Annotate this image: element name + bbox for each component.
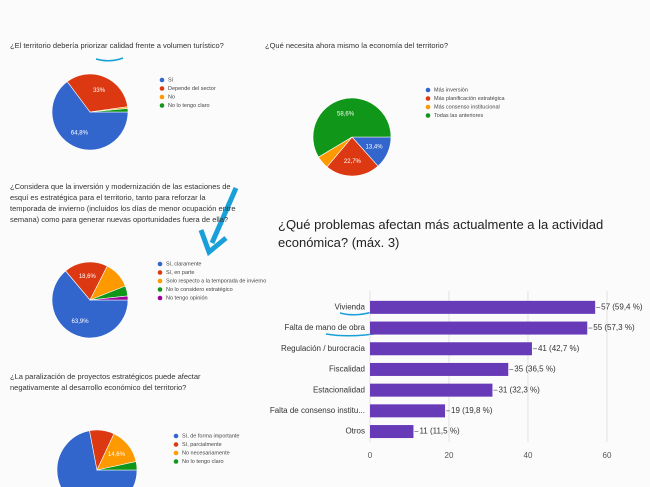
slice-label: 14,6% bbox=[108, 452, 126, 458]
pie-slice bbox=[66, 73, 128, 113]
arrow bbox=[209, 187, 239, 244]
legend-swatch bbox=[157, 261, 163, 267]
legend-label: Sí bbox=[168, 77, 174, 83]
bar bbox=[370, 425, 414, 439]
legend-label: No lo tengo claro bbox=[168, 103, 210, 109]
bar bbox=[370, 404, 446, 418]
legend-swatch bbox=[157, 278, 163, 284]
y-tick-label: Vivienda bbox=[334, 302, 365, 311]
legend-label: Solo respecto a la temporada de invierno bbox=[166, 278, 266, 284]
legend-label: Todas las anteriores bbox=[434, 113, 483, 119]
bar bbox=[370, 362, 509, 376]
legend-label: Más consenso institucional bbox=[434, 104, 500, 110]
chart-title: ¿Qué necesita ahora mismo la economía de… bbox=[265, 41, 449, 50]
legend-label: Más inversión bbox=[434, 87, 468, 93]
y-tick-label: Regulación / burocracia bbox=[281, 344, 366, 353]
legend-label: Sí, de forma importante bbox=[182, 433, 239, 439]
underline bbox=[95, 57, 124, 62]
slice-label: 64,8% bbox=[71, 131, 89, 137]
legend-swatch bbox=[157, 287, 163, 292]
legend-swatch bbox=[159, 77, 165, 83]
legend-label: No bbox=[168, 94, 175, 100]
legend-label: No lo tengo claro bbox=[182, 459, 224, 465]
value-label: 11 (11,5 %) bbox=[419, 427, 460, 436]
y-tick-label: Falta de consenso institu... bbox=[270, 406, 365, 415]
pie-slice bbox=[89, 108, 129, 113]
y-tick-label: Estacionalidad bbox=[313, 385, 365, 394]
legend-swatch bbox=[159, 94, 165, 100]
x-tick-label: 20 bbox=[445, 451, 454, 460]
chart-title: ¿La paralización de proyectos estratégic… bbox=[10, 372, 201, 392]
y-tick-label: Otros bbox=[345, 427, 365, 436]
bar bbox=[370, 300, 596, 314]
chart-title: ¿Qué problemas afectan más actualmente a… bbox=[278, 217, 604, 250]
legend-label: Más planificación estratégica bbox=[434, 96, 506, 102]
legend-swatch bbox=[425, 104, 431, 110]
legend-swatch bbox=[425, 113, 431, 118]
legend-label: Sí, claramente bbox=[166, 261, 201, 267]
legend-swatch bbox=[425, 87, 431, 93]
legend-label: Sí, parcialmente bbox=[182, 442, 222, 448]
y-tick-label: Falta de mano de obra bbox=[285, 323, 366, 332]
legend-swatch bbox=[159, 103, 165, 108]
pie-slice bbox=[56, 430, 138, 487]
pie-slice bbox=[312, 97, 392, 158]
pie-slice bbox=[51, 270, 129, 339]
pie-slice bbox=[326, 136, 379, 177]
x-tick-label: 40 bbox=[524, 451, 533, 460]
arrow bbox=[198, 229, 228, 257]
legend-swatch bbox=[159, 86, 165, 91]
slice-label: 22,7% bbox=[344, 159, 362, 165]
legend-label: Sí, en parte bbox=[166, 270, 194, 276]
value-label: 41 (42,7 %) bbox=[538, 344, 580, 353]
legend-swatch bbox=[173, 433, 179, 439]
slice-label: 58,6% bbox=[337, 111, 355, 117]
legend-swatch bbox=[173, 450, 179, 456]
bar bbox=[370, 342, 532, 356]
x-tick-label: 0 bbox=[368, 451, 373, 460]
pie-slice bbox=[65, 261, 108, 301]
legend-swatch bbox=[157, 270, 163, 275]
legend-label: No necesariamente bbox=[182, 450, 230, 456]
legend-swatch bbox=[425, 96, 431, 101]
legend-label: Depende del sector bbox=[168, 86, 216, 92]
value-label: 31 (32,3 %) bbox=[498, 385, 540, 394]
pie-slice bbox=[51, 81, 129, 151]
legend-swatch bbox=[173, 459, 179, 464]
legend-label: No lo considero estratégico bbox=[166, 287, 233, 293]
legend-swatch bbox=[173, 442, 179, 447]
x-tick-label: 60 bbox=[603, 451, 612, 460]
underline bbox=[339, 311, 373, 316]
bar bbox=[370, 321, 588, 335]
value-label: 57 (59,4 %) bbox=[601, 302, 643, 311]
chart-title: ¿El territorio debería priorizar calidad… bbox=[10, 41, 224, 50]
bar bbox=[370, 383, 493, 397]
pie-slice bbox=[89, 295, 129, 301]
value-label: 19 (19,8 %) bbox=[451, 406, 493, 415]
value-label: 35 (36,5 %) bbox=[514, 365, 556, 374]
y-tick-label: Fiscalidad bbox=[329, 365, 365, 374]
chart-title: ¿Considera que la inversión y modernizac… bbox=[10, 182, 236, 224]
slice-label: 13,4% bbox=[366, 144, 384, 150]
value-label: 55 (57,3 %) bbox=[593, 323, 635, 332]
pie-slice bbox=[96, 461, 138, 471]
slice-label: 63,9% bbox=[72, 319, 90, 325]
slice-label: 18,6% bbox=[79, 274, 97, 280]
slice-label: 33% bbox=[93, 88, 106, 94]
legend-label: No tengo opinión bbox=[166, 295, 208, 301]
legend-swatch bbox=[157, 295, 163, 301]
